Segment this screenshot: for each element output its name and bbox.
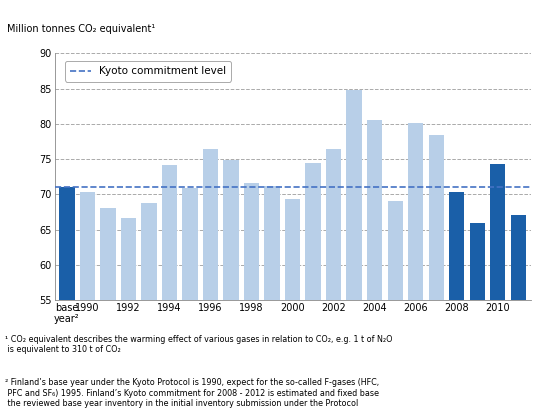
Bar	[264, 186, 280, 300]
Bar	[469, 223, 485, 300]
Bar	[326, 148, 341, 300]
Bar	[223, 160, 239, 300]
Bar	[285, 199, 300, 300]
Bar	[510, 215, 526, 300]
Legend: Kyoto commitment level: Kyoto commitment level	[65, 61, 231, 81]
Bar	[305, 163, 321, 300]
Bar	[121, 217, 136, 300]
Bar	[59, 187, 75, 300]
Bar	[490, 164, 505, 300]
Bar	[141, 203, 157, 300]
Bar	[428, 135, 444, 300]
Text: ¹ CO₂ equivalent describes the warming effect of various gases in relation to CO: ¹ CO₂ equivalent describes the warming e…	[5, 335, 393, 354]
Bar	[244, 183, 259, 300]
Bar	[387, 201, 403, 300]
Bar	[162, 165, 177, 300]
Text: Million tonnes CO₂ equivalent¹: Million tonnes CO₂ equivalent¹	[7, 24, 155, 34]
Text: ² Finland’s base year under the Kyoto Protocol is 1990, expect for the so-called: ² Finland’s base year under the Kyoto Pr…	[5, 378, 380, 408]
Bar	[367, 120, 382, 300]
Bar	[408, 123, 423, 300]
Bar	[203, 149, 218, 300]
Bar	[80, 192, 95, 300]
Bar	[100, 208, 116, 300]
Bar	[346, 90, 362, 300]
Bar	[449, 192, 464, 300]
Bar	[182, 188, 198, 300]
